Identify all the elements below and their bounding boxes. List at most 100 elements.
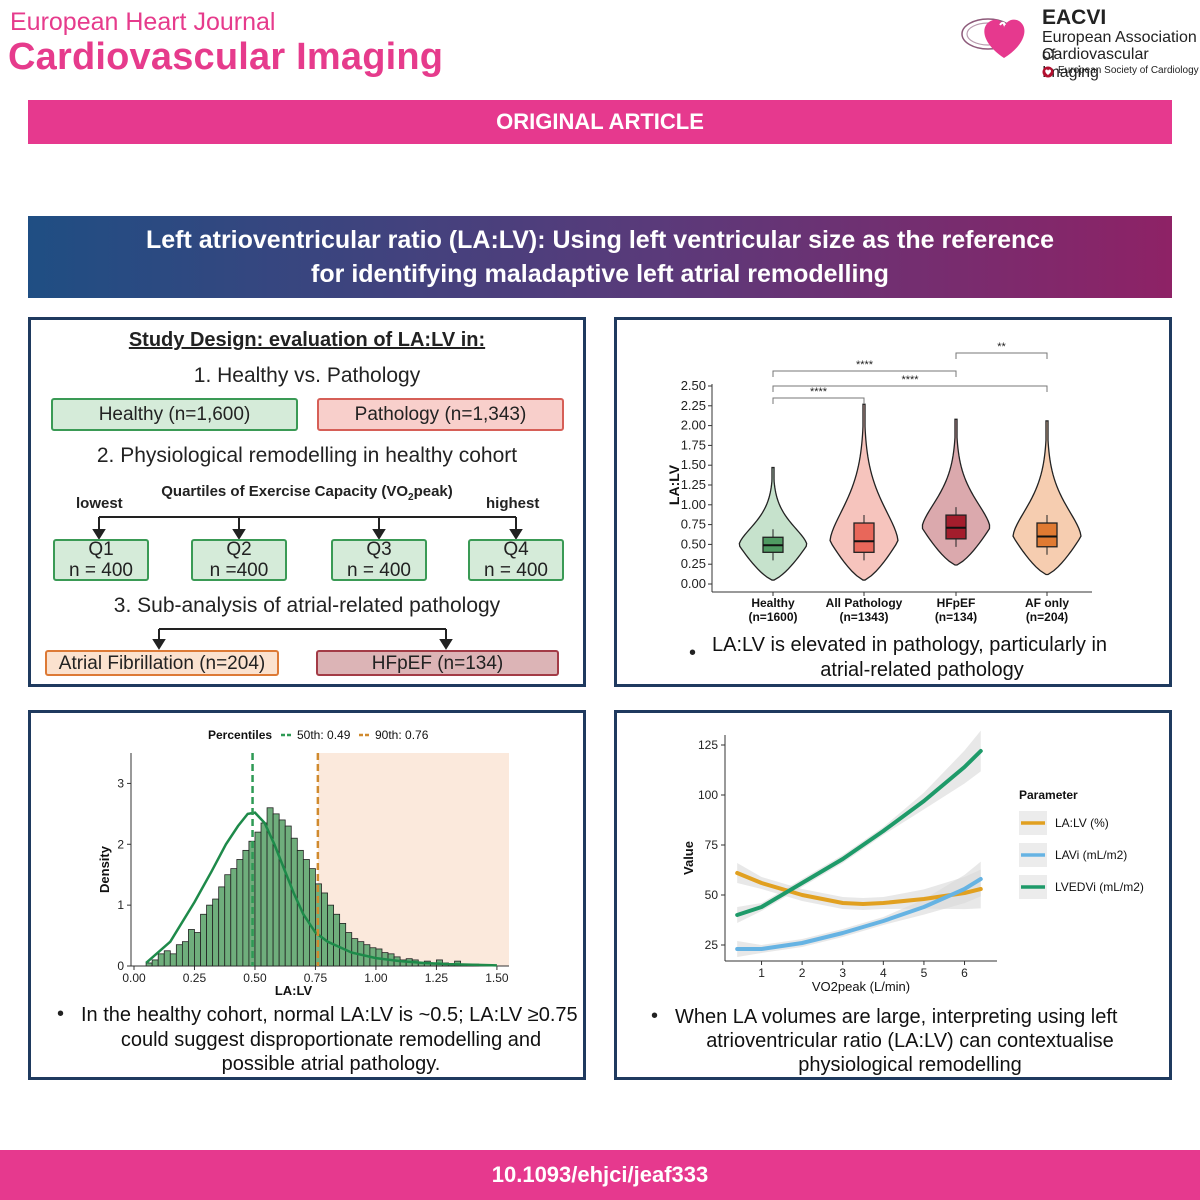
x-tick-label: 0.00: [122, 971, 146, 985]
x-tick-label: 1.00: [364, 971, 388, 985]
lowest-label: lowest: [76, 495, 123, 512]
histogram-bar: [254, 831, 262, 967]
quartile-label: Q1: [88, 539, 114, 560]
bullet-dot-icon: •: [57, 1003, 65, 1025]
y-tick-label: 3: [117, 776, 124, 790]
y-tick-label: 1.50: [681, 457, 706, 472]
x-tick-label-n: (n=134): [935, 610, 977, 624]
violin-panel: 0.00 0.25 0.50 0.75 1.00 1.25 1.50 1.75 2.00 2.25…: [614, 317, 1172, 687]
doi-footer: 10.1093/ehjci/jeaf333: [0, 1150, 1200, 1200]
journal-name-line2: Cardiovascular Imaging: [8, 36, 444, 78]
histogram-bar: [218, 886, 226, 967]
highest-label: highest: [486, 495, 540, 512]
series-line-2: [735, 749, 983, 917]
histogram-bar: [290, 837, 298, 967]
study-design-connectors: [92, 516, 523, 650]
study-step-1: 1. Healthy vs. Pathology: [193, 364, 421, 387]
y-tick-label: 0.75: [681, 517, 706, 532]
histogram-panel: Percentiles 50th: 0.49 90th: 0.76 0 1 2 3 0.00 0…: [28, 710, 586, 1080]
journal-name-line1: European Heart Journal: [10, 8, 276, 36]
x-tick-label: 1: [758, 966, 765, 980]
x-tick-label: 0.75: [304, 971, 328, 985]
histogram-bar: [236, 859, 244, 967]
y-tick-label: 25: [705, 938, 719, 952]
quartile-label: Q2: [226, 539, 252, 560]
bullet-dot-icon: •: [651, 1005, 659, 1027]
hist-bullet-line2: could suggest disproportionate remodelli…: [120, 1029, 542, 1051]
histogram-bar: [272, 813, 280, 967]
x-tick-label: 1.25: [425, 971, 449, 985]
pathology-cohort-box: Pathology (n=1,343): [317, 398, 564, 431]
significance-label: ****: [810, 386, 828, 398]
violin-bullet-line1: LA:LV is elevated in pathology, particul…: [712, 634, 1108, 656]
histogram-bar: [163, 950, 171, 967]
box-3: [1036, 522, 1058, 548]
violin-2: [921, 418, 991, 566]
doi-link[interactable]: 10.1093/ehjci/jeaf333: [491, 1162, 709, 1187]
histogram-bar: [151, 959, 159, 967]
histogram-bar: [200, 913, 207, 967]
esc-logo-icon: [1042, 65, 1054, 78]
org-name-line2: Cardiovascular Imaging: [1042, 46, 1149, 81]
y-tick-label: 2: [117, 837, 124, 851]
y-axis-title: Value: [681, 841, 696, 875]
y-axis-title: LA:LV: [666, 464, 682, 505]
quartile-title-end: peak): [413, 483, 453, 500]
x-tick-label: 4: [880, 966, 887, 980]
line-bullet-line1: When LA volumes are large, interpreting …: [675, 1006, 1118, 1028]
article-title-bar: Left atrioventricular ratio (LA:LV): Usi…: [28, 216, 1172, 298]
y-axis-title: Density: [97, 845, 112, 893]
x-tick-label-name: AF only: [1025, 596, 1069, 610]
article-type-banner: ORIGINAL ARTICLE: [28, 100, 1172, 144]
quartile-count: n = 400: [347, 560, 411, 581]
article-type-label: ORIGINAL ARTICLE: [496, 109, 704, 134]
y-tick-label: 0.50: [681, 536, 706, 551]
histogram-bar: [333, 913, 341, 967]
x-tick-label: 1.50: [485, 971, 509, 985]
histogram-bar: [284, 825, 292, 967]
quartile-box-q1: Q1 n = 400: [53, 539, 149, 581]
y-tick-label: 1.75: [681, 437, 706, 452]
line-bullet-line2: atrioventricular ratio (LA:LV) can conte…: [706, 1030, 1114, 1052]
article-title-line2: for identifying maladaptive left atrial …: [311, 260, 889, 288]
x-tick-label: 0.25: [183, 971, 207, 985]
histogram-bar: [260, 822, 268, 967]
hist-bullet-line1: In the healthy cohort, normal LA:LV is ~…: [81, 1004, 578, 1026]
y-tick-label: 1.00: [681, 497, 706, 512]
histogram-bar: [321, 892, 328, 967]
quartile-title-text: Quartiles of Exercise Capacity (VO: [161, 483, 409, 500]
histogram-bar: [175, 944, 183, 967]
y-tick-label: 75: [705, 838, 719, 852]
y-tick-label: 1.25: [681, 477, 706, 492]
legend-title: Percentiles: [208, 728, 272, 742]
study-design-heading: Study Design: evaluation of LA:LV in:: [128, 329, 486, 351]
significance-bracket: [772, 385, 1048, 392]
x-tick-label-name: HFpEF: [937, 596, 976, 610]
legend-label-50th: 50th: 0.49: [297, 728, 351, 742]
quartile-title: Quartiles of Exercise Capacity (VO2peak): [31, 483, 583, 503]
quartile-label: Q4: [503, 539, 529, 560]
histogram-bar: [327, 904, 334, 967]
histogram-bar: [309, 868, 316, 967]
violin-3: [1012, 420, 1082, 576]
hist-bullet-line3: possible atrial pathology.: [221, 1053, 441, 1075]
heart-logo-icon: [961, 18, 1025, 58]
significance-label: ****: [901, 374, 919, 386]
histogram-bar: [194, 932, 201, 967]
histogram-bar: [212, 898, 220, 967]
eacvi-logo: [958, 8, 1038, 70]
box-1: [853, 522, 875, 553]
quartile-title-subscript: 2: [408, 492, 414, 503]
histogram-bar: [224, 874, 232, 967]
bullet-dot-icon: •: [689, 642, 697, 664]
legend-title: Parameter: [1019, 788, 1078, 802]
y-tick-label: 2.25: [681, 398, 706, 413]
y-tick-label: 2.00: [681, 418, 706, 433]
histogram-bar: [157, 953, 165, 967]
y-tick-label: 0: [117, 959, 124, 973]
quartile-label: Q3: [366, 539, 392, 560]
legend-label-2: LVEDVi (mL/m2): [1055, 880, 1144, 894]
org-acronym: EACVI: [1042, 6, 1107, 29]
y-tick-label: 125: [698, 738, 718, 752]
study-design-panel: Study Design: evaluation of LA:LV in: 1.…: [28, 317, 586, 687]
